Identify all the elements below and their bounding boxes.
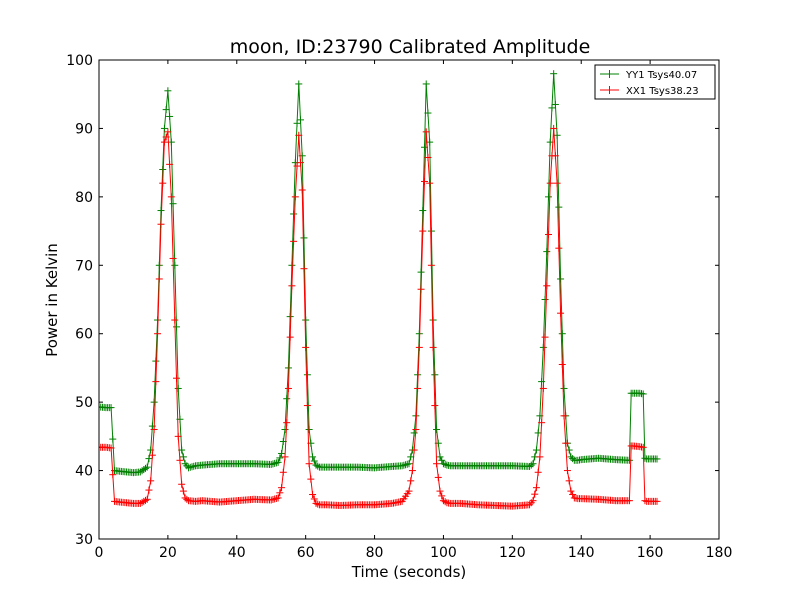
x-tick-label: 40 — [228, 545, 246, 561]
x-tick-label: 120 — [499, 545, 526, 561]
y-tick-label: 30 — [75, 532, 93, 548]
legend-label: YY1 Tsys40.07 — [625, 70, 697, 81]
series-0 — [99, 70, 661, 477]
y-axis-label: Power in Kelvin — [43, 243, 61, 357]
y-tick-label: 80 — [75, 190, 93, 206]
plot-area — [98, 59, 720, 540]
y-tick-label: 40 — [75, 464, 93, 480]
x-tick-label: 60 — [297, 545, 315, 561]
y-tick-label: 70 — [75, 258, 93, 274]
y-tick-label: 50 — [75, 395, 93, 411]
x-tick-label: 140 — [568, 545, 595, 561]
chart-title: moon, ID:23790 Calibrated Amplitude — [230, 36, 591, 58]
x-tick-label: 0 — [95, 545, 104, 561]
x-tick-label: 160 — [637, 545, 664, 561]
x-axis-label: Time (seconds) — [351, 563, 467, 581]
x-tick-label: 180 — [706, 545, 733, 561]
series-layer — [99, 70, 661, 510]
x-tick-label: 80 — [366, 545, 384, 561]
plot-frame — [98, 59, 720, 540]
y-tick-label: 100 — [66, 53, 93, 69]
legend-box — [594, 64, 716, 100]
legend-label: XX1 Tsys38.23 — [626, 86, 699, 97]
axes: 0 20 40 60 80 100 120 140 160 180 30 40 50 60 70 80 90 10… — [66, 53, 732, 561]
x-tick-label: 100 — [430, 545, 457, 561]
legend: YY1 Tsys40.07 XX1 Tsys38.23 — [594, 64, 716, 100]
y-tick-label: 90 — [75, 121, 93, 137]
y-tick-label: 60 — [75, 327, 93, 343]
x-tick-label: 20 — [159, 545, 177, 561]
series-1 — [99, 124, 661, 510]
